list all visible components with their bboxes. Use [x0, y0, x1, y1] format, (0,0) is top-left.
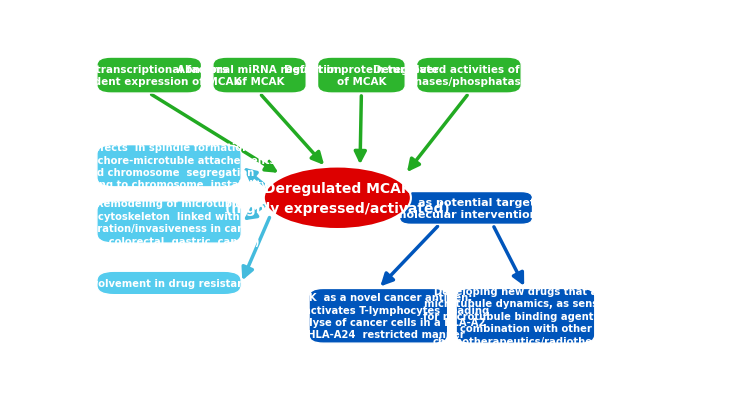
FancyBboxPatch shape	[399, 192, 533, 225]
FancyBboxPatch shape	[309, 289, 447, 343]
Text: p53/transcriptional factors
dependent expression of MCAK: p53/transcriptional factors dependent ex…	[57, 65, 242, 87]
Text: Deregulated MCAK
(highly expressed/activated): Deregulated MCAK (highly expressed/activ…	[225, 181, 450, 215]
Text: Involvement in drug resistance: Involvement in drug resistance	[81, 278, 257, 288]
FancyBboxPatch shape	[213, 58, 307, 94]
Ellipse shape	[264, 167, 411, 230]
FancyBboxPatch shape	[417, 58, 521, 94]
Text: MCAK  as a novel cancer antigen:
MCAK activates T-lymphocytes  leading
to the ly: MCAK as a novel cancer antigen: MCAK act…	[268, 292, 489, 339]
Text: Abnormal miRNA regulation
of MCAK: Abnormal miRNA regulation of MCAK	[177, 65, 342, 87]
FancyBboxPatch shape	[456, 289, 595, 343]
Text: Remodeling of microtuble
cytoskeleton  linked with
migration/invasiveness in can: Remodeling of microtuble cytoskeleton li…	[76, 199, 262, 246]
FancyBboxPatch shape	[318, 58, 405, 94]
Text: MCAK  as potential target for
molecular intervention: MCAK as potential target for molecular i…	[374, 197, 558, 220]
Text: Developing new drugs that alter
microtubule dynamics, as sensitizer
for microtub: Developing new drugs that alter microtub…	[423, 286, 629, 346]
Text: Defects  in spindle formation,
kinetochore-microtuble attachements
and chromosom: Defects in spindle formation, kinetochor…	[62, 143, 276, 190]
FancyBboxPatch shape	[97, 272, 241, 295]
FancyBboxPatch shape	[97, 145, 241, 188]
FancyBboxPatch shape	[97, 58, 201, 94]
Text: Defect in protein turnover
of MCAK: Defect in protein turnover of MCAK	[284, 65, 439, 87]
Text: Deregulated activities of mitotic
kinases/phosphatases: Deregulated activities of mitotic kinase…	[373, 65, 565, 87]
FancyBboxPatch shape	[97, 201, 241, 243]
